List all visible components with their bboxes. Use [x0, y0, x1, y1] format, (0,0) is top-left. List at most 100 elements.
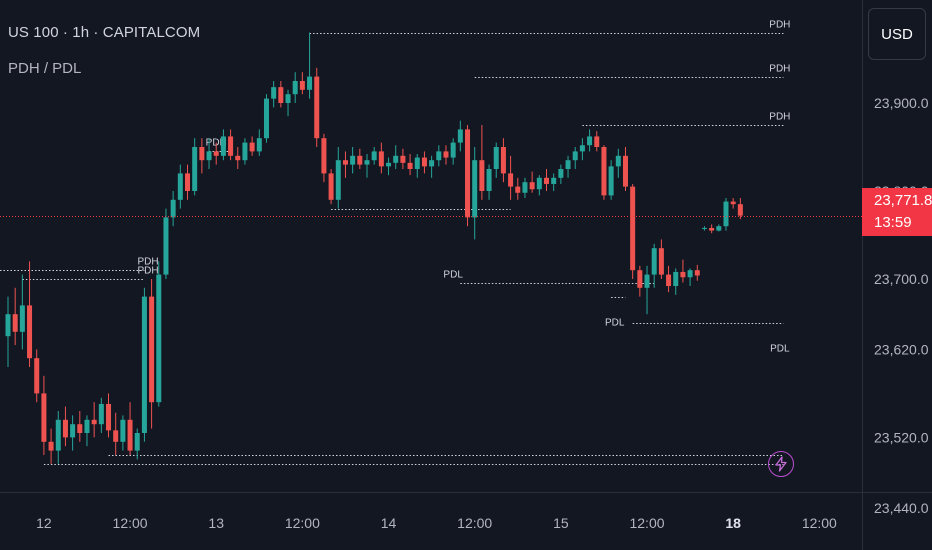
candle-body: [393, 155, 399, 163]
candle-body: [386, 162, 392, 167]
candle-body: [192, 147, 198, 191]
candle-body: [429, 160, 435, 167]
candle-body: [156, 274, 162, 403]
candle-body: [608, 166, 614, 196]
last-price-tag: 23,771.8 13:59: [862, 188, 932, 236]
candle-body: [242, 142, 248, 161]
candle-body: [278, 87, 284, 103]
candle-body: [421, 157, 427, 167]
candle-body: [587, 136, 593, 146]
time-tick-label: 14: [381, 515, 397, 531]
candle-body: [271, 87, 277, 99]
candle-body: [658, 248, 664, 275]
candle-body: [91, 419, 97, 425]
candle-body: [5, 314, 11, 337]
candle-body: [601, 147, 607, 196]
candle-body: [666, 274, 672, 287]
candle-body: [48, 441, 54, 451]
candle-body: [378, 151, 384, 167]
candle-body: [220, 136, 226, 156]
price-tick-label: 23,900.0: [874, 95, 929, 111]
candle-body: [450, 142, 456, 158]
candle-body: [185, 173, 190, 191]
alert-bolt-button[interactable]: [768, 451, 794, 477]
candle-body: [371, 151, 377, 161]
candle-body: [134, 433, 140, 451]
candle-body: [622, 155, 628, 187]
candle-body: [472, 160, 478, 218]
candle-body: [730, 201, 736, 205]
candle-body: [486, 169, 492, 191]
last-price-value: 23,771.8: [874, 192, 932, 209]
candle-body: [62, 419, 68, 438]
candle-body: [400, 155, 406, 163]
candle-body: [723, 201, 729, 227]
time-tick-label: 15: [553, 515, 569, 531]
currency-button[interactable]: USD: [868, 8, 926, 60]
candle-body: [694, 270, 700, 276]
time-tick-label: 12: [36, 515, 52, 531]
time-tick-label: 18: [725, 515, 741, 531]
level-label: PDH: [137, 266, 158, 277]
candle-body: [228, 136, 234, 156]
symbol-legend[interactable]: US 100 · 1h · CAPITALCOM: [8, 24, 201, 41]
candle-body: [465, 129, 471, 218]
time-tick-label: 12:00: [457, 515, 492, 531]
level-label: PDL: [605, 318, 625, 329]
candle-body: [572, 151, 578, 161]
candle-body: [515, 186, 521, 193]
candle-body: [544, 177, 549, 184]
candle-body: [84, 419, 90, 433]
candle-body: [737, 204, 743, 216]
candle-body: [493, 147, 499, 169]
candle-body: [170, 199, 176, 218]
candle-body: [299, 81, 305, 90]
candle-body: [77, 424, 83, 433]
candle-body: [127, 419, 133, 451]
candle-body: [436, 151, 442, 161]
time-tick-label: 12:00: [629, 515, 664, 531]
candle-body: [263, 98, 269, 139]
candle-body: [350, 155, 356, 165]
lightning-icon: [775, 456, 787, 472]
indicator-legend[interactable]: PDH / PDL: [8, 60, 82, 77]
candle-body: [644, 274, 650, 288]
candle-body: [536, 177, 542, 190]
candle-body: [357, 155, 363, 165]
candle-body: [551, 177, 557, 184]
candle-body: [651, 248, 657, 275]
candle-body: [177, 173, 183, 200]
price-axis[interactable]: 23,900.023,800.023,700.023,620.023,520.0…: [874, 95, 929, 516]
candle-body: [113, 430, 119, 442]
candle-body: [149, 296, 155, 403]
candle-body: [716, 226, 722, 231]
candle-body: [508, 173, 514, 187]
candle-body: [630, 186, 636, 271]
candle-body: [407, 162, 413, 169]
candle-body: [307, 76, 313, 90]
time-tick-label: 12:00: [802, 515, 837, 531]
candle-body: [106, 403, 112, 431]
candle-body: [19, 305, 25, 332]
candle-body: [199, 147, 205, 161]
candle-body: [457, 129, 463, 143]
candle-body: [249, 142, 255, 152]
price-tick-label: 23,620.0: [874, 341, 929, 357]
candle-body: [443, 151, 449, 158]
candle-body: [522, 182, 528, 193]
candle-body: [292, 81, 298, 95]
level-label: PDL: [770, 344, 790, 355]
level-label: PDH: [769, 112, 790, 123]
candle-body: [364, 160, 370, 165]
candle-body: [27, 305, 33, 359]
level-label: PDL: [443, 270, 463, 281]
candle-body: [529, 182, 535, 190]
time-axis[interactable]: 12 12:00 13 12:00 14 12:00 15 12:00 18 12:00: [36, 515, 837, 531]
time-tick-label: 12:00: [285, 515, 320, 531]
candle-body: [12, 314, 18, 332]
candle-body: [55, 419, 61, 451]
candle-body: [615, 155, 621, 167]
